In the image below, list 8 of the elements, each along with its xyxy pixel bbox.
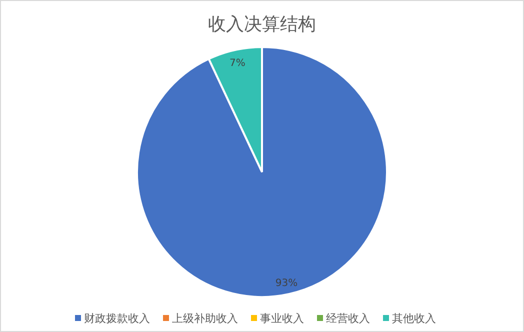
legend-label: 其他收入 [392,312,436,325]
legend-label: 事业收入 [260,312,304,325]
chart-title: 收入决算结构 [208,14,316,35]
legend-label: 经营收入 [326,312,370,325]
legend-label: 上级补助收入 [172,312,238,325]
legend-label: 财政拨款收入 [84,312,150,325]
data-label: 7% [230,58,246,70]
data-label: 93% [275,278,298,289]
